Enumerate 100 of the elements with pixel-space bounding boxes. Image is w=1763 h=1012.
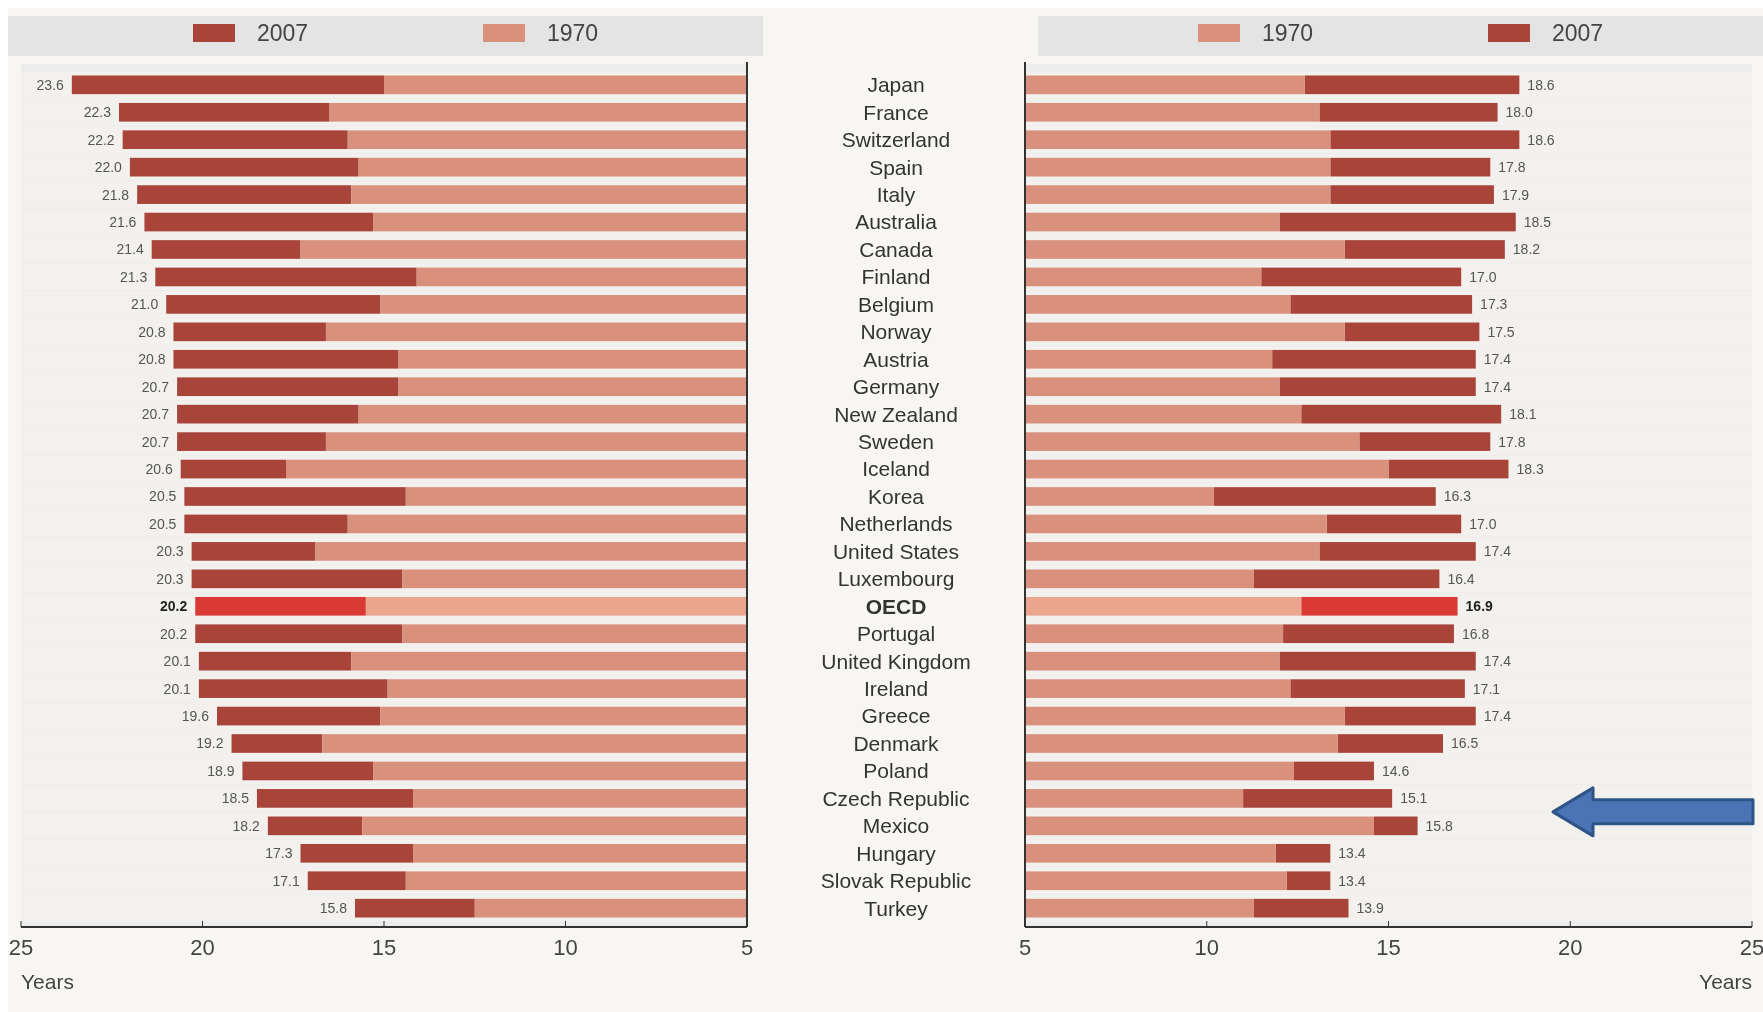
data-label: 17.4: [1483, 543, 1512, 560]
x-tick-label: 25: [1739, 935, 1763, 960]
data-label: 16.3: [1443, 488, 1472, 505]
data-label: 22.0: [94, 159, 123, 176]
data-label: 16.5: [1451, 735, 1479, 752]
y-tick-label: Denmark: [853, 731, 940, 755]
data-label: 19.2: [196, 735, 224, 752]
x-tick-label: 25: [8, 935, 34, 960]
legend-label: 1970: [1262, 20, 1314, 47]
data-label: 18.6: [1527, 76, 1555, 93]
data-label: 18.1: [1509, 406, 1537, 423]
data-label: 20.1: [163, 680, 192, 697]
data-label: 20.3: [156, 570, 184, 587]
data-label: 23.6: [36, 76, 65, 93]
y-tick-label: Netherlands: [839, 512, 953, 536]
data-label: 21.0: [130, 296, 159, 313]
y-tick-label: Hungary: [856, 841, 937, 865]
data-label: 17.1: [272, 872, 300, 889]
data-label: 16.8: [1461, 625, 1490, 642]
legend-label: 2007: [1552, 20, 1604, 47]
x-tick-label: 20: [1558, 935, 1583, 960]
data-label: 17.0: [1469, 515, 1497, 532]
y-tick-label: Portugal: [856, 622, 936, 646]
data-label: 20.8: [138, 351, 166, 368]
y-tick-label: Japan: [867, 73, 925, 97]
data-label: 21.8: [101, 186, 130, 203]
data-label: 21.3: [120, 268, 148, 285]
y-tick-label: Iceland: [862, 457, 930, 481]
data-label: 17.5: [1487, 323, 1515, 340]
y-tick-label: Ireland: [863, 676, 929, 700]
data-label: 17.9: [1501, 186, 1530, 203]
data-label: 19.6: [181, 707, 210, 724]
data-label: 21.6: [109, 213, 137, 230]
y-tick-label: Greece: [861, 704, 931, 728]
y-tick-label: Finland: [861, 265, 931, 289]
y-tick-label: Poland: [863, 759, 929, 783]
y-tick-label: Norway: [860, 320, 933, 344]
x-tick-label: 10: [1194, 935, 1219, 960]
data-label: 18.5: [1523, 213, 1552, 230]
x-tick-label: 15: [371, 935, 397, 960]
data-label: 22.3: [83, 104, 112, 121]
data-label: 20.3: [156, 543, 184, 560]
data-label: 17.4: [1483, 653, 1512, 670]
data-label: 18.6: [1527, 131, 1555, 148]
x-tick-label: 15: [1376, 935, 1401, 960]
data-label: 20.7: [141, 378, 170, 395]
data-label: 20.5: [149, 488, 177, 505]
x-tick-label: 20: [190, 935, 215, 960]
legend-label: 1970: [547, 20, 599, 47]
x-tick-label: 10: [553, 935, 578, 960]
data-label: 20.2: [159, 598, 188, 615]
data-label: 17.0: [1469, 268, 1497, 285]
y-tick-label: Czech Republic: [822, 786, 970, 810]
data-label: 18.2: [1512, 241, 1541, 258]
y-tick-label: Australia: [855, 210, 938, 234]
x-tick-label: 5: [740, 935, 754, 960]
data-label: 20.1: [163, 653, 192, 670]
y-tick-label: Belgium: [858, 292, 934, 316]
y-tick-label: Korea: [867, 484, 925, 508]
data-label: 21.4: [116, 241, 144, 258]
y-tick-label: Italy: [876, 182, 916, 206]
y-tick-label: Sweden: [858, 429, 934, 453]
data-label: 15.8: [319, 900, 348, 917]
y-tick-label: Turkey: [864, 896, 929, 920]
y-tick-label: Canada: [859, 237, 934, 261]
data-label: 17.4: [1483, 351, 1512, 368]
data-label: 17.3: [1480, 296, 1508, 313]
data-label: 15.1: [1400, 790, 1428, 807]
y-tick-label: United States: [832, 539, 960, 563]
data-label: 17.8: [1498, 433, 1526, 450]
data-label: 18.3: [1516, 460, 1544, 477]
data-label: 18.9: [207, 762, 235, 779]
data-label: 17.4: [1483, 707, 1512, 724]
data-label: 16.4: [1447, 570, 1475, 587]
data-label: 17.3: [265, 845, 293, 862]
y-tick-label: Austria: [863, 347, 929, 371]
y-tick-label: Luxembourg: [837, 567, 955, 591]
y-tick-label: Switzerland: [841, 128, 951, 152]
x-tick-label: 5: [1018, 935, 1032, 960]
data-label: 18.2: [232, 817, 261, 834]
data-label: 14.6: [1381, 762, 1410, 779]
data-label: 17.8: [1498, 159, 1526, 176]
data-label: 13.4: [1338, 845, 1366, 862]
y-tick-label: Germany: [852, 375, 940, 399]
data-label: 15.8: [1425, 817, 1454, 834]
data-label: 16.9: [1465, 598, 1494, 615]
data-label: 13.9: [1356, 900, 1384, 917]
data-label: 20.7: [141, 406, 170, 423]
data-label: 18.0: [1505, 104, 1534, 121]
legend-label: 2007: [257, 20, 309, 47]
data-label: 13.4: [1338, 872, 1366, 889]
data-label: 20.5: [149, 515, 177, 532]
data-label: 20.2: [159, 625, 188, 642]
y-tick-label: Mexico: [862, 814, 930, 838]
y-tick-label: New Zealand: [834, 402, 958, 426]
y-tick-label: Spain: [869, 155, 923, 179]
y-tick-label: OECD: [865, 594, 927, 618]
data-label: 22.2: [87, 131, 115, 148]
data-label: 18.5: [221, 790, 250, 807]
y-tick-label: Slovak Republic: [820, 869, 972, 893]
